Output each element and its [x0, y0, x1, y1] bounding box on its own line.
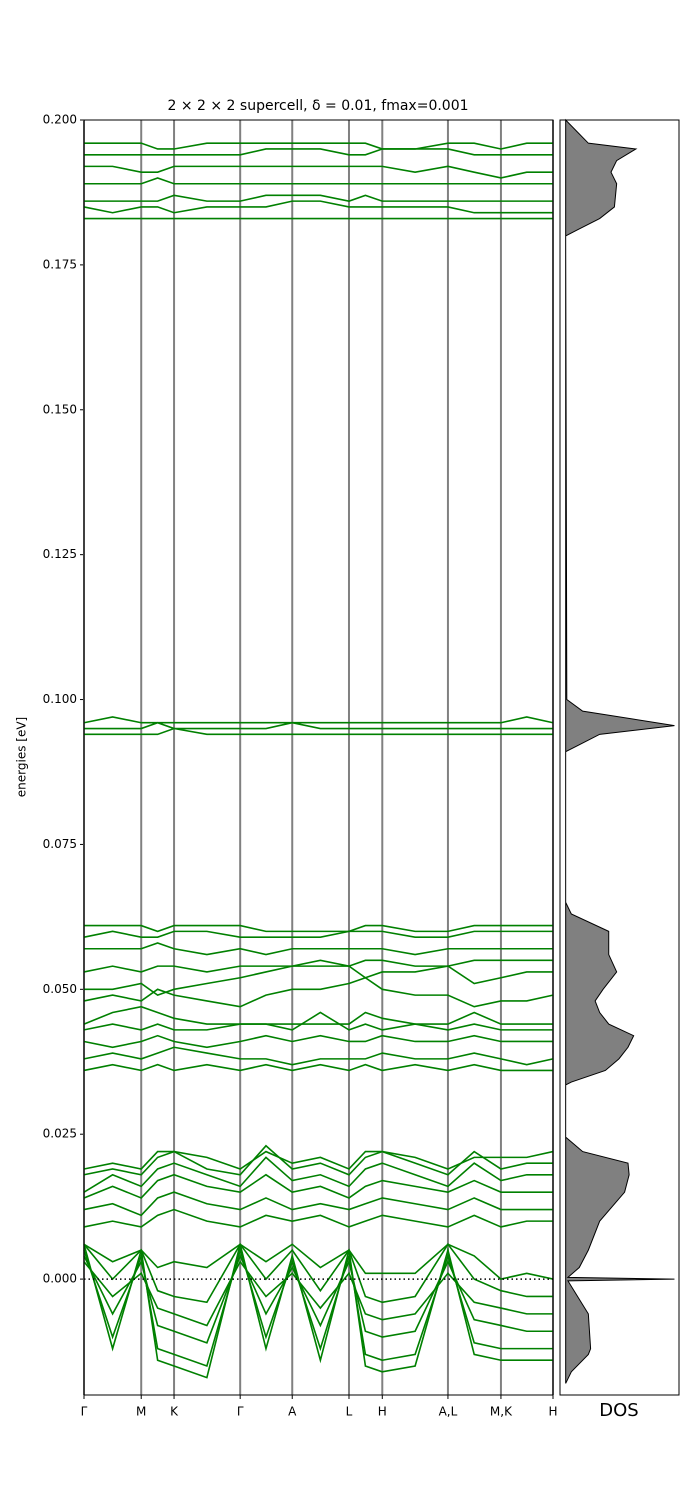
band — [83, 200, 553, 214]
band — [84, 148, 553, 156]
y-tick-label: 0.150 — [43, 402, 77, 416]
band — [84, 727, 553, 736]
x-tick-label: H — [548, 1405, 557, 1419]
band — [83, 1034, 553, 1049]
y-tick-label: 0.175 — [43, 257, 77, 271]
x-tick-label: H — [378, 1405, 387, 1419]
band — [84, 942, 553, 956]
band — [84, 194, 553, 202]
band — [83, 1243, 554, 1280]
y-tick-label: 0.125 — [43, 547, 77, 561]
band — [83, 1244, 553, 1379]
band — [83, 1063, 553, 1072]
x-tick-label: A,L — [439, 1405, 458, 1419]
band — [83, 1005, 553, 1025]
y-tick-label: 0.100 — [43, 692, 77, 706]
band — [83, 930, 553, 938]
band — [83, 1208, 553, 1228]
band — [83, 716, 554, 724]
band — [84, 959, 553, 997]
x-tick-label: M,K — [490, 1405, 513, 1419]
chart-title: 2 × 2 × 2 supercell, δ = 0.01, fmax=0.00… — [167, 98, 468, 114]
band — [83, 1150, 554, 1170]
y-tick-label: 0.200 — [43, 113, 77, 127]
band — [83, 959, 553, 973]
y-tick-label: 0.075 — [43, 837, 77, 851]
y-tick-label: 0.050 — [43, 982, 77, 996]
band — [83, 1191, 553, 1217]
dos-area — [565, 118, 675, 1384]
x-tick-label: Γ — [81, 1405, 88, 1419]
x-tick-label: K — [170, 1405, 179, 1419]
dos-frame — [559, 119, 680, 1396]
band — [83, 1242, 553, 1304]
band — [83, 1173, 553, 1199]
band — [84, 721, 553, 730]
x-tick-label: A — [288, 1405, 297, 1419]
band — [83, 1247, 553, 1368]
band — [83, 1046, 554, 1066]
dos-label: DOS — [599, 1400, 638, 1421]
x-tick-label: L — [346, 1405, 353, 1419]
band — [83, 1144, 553, 1176]
y-tick-label: 0.000 — [43, 1272, 77, 1286]
band — [83, 1260, 553, 1327]
band — [84, 924, 553, 933]
band — [83, 1156, 553, 1193]
x-tick-label: Γ — [237, 1405, 244, 1419]
y-axis-label: energies [eV] — [15, 717, 29, 797]
band — [83, 1011, 553, 1031]
plot-frame — [83, 119, 554, 1396]
band — [84, 177, 553, 185]
y-tick-label: 0.025 — [43, 1127, 77, 1141]
x-tick-label: M — [136, 1405, 146, 1419]
band — [83, 976, 554, 1008]
band — [84, 165, 553, 179]
band — [83, 1253, 553, 1344]
band — [84, 142, 553, 150]
